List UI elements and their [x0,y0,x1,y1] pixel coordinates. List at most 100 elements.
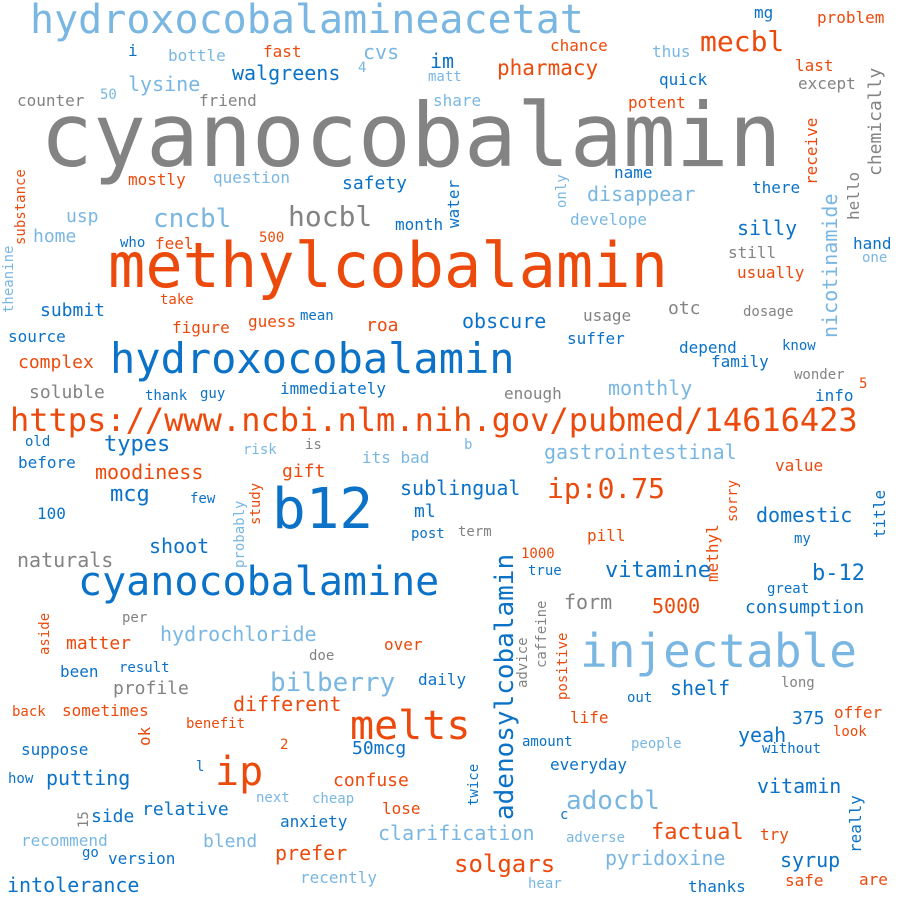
word-vitamin: vitamin [757,774,842,798]
word-its-bad: its bad [362,448,430,467]
word-factual: factual [651,820,744,845]
word-pill: pill [587,526,626,545]
word-hand: hand [853,234,892,253]
word-50mcg: 50mcg [352,738,407,759]
word-daily: daily [418,670,467,689]
word-ml: ml [414,501,436,522]
word-suppose: suppose [21,740,89,759]
word-relative: relative [142,799,229,820]
word-suffer: suffer [567,329,625,348]
word-methylcobalamin: methylcobalamin [108,229,668,302]
word-1000: 1000 [521,546,555,562]
word-intolerance: intolerance [7,873,140,897]
word-quick: quick [659,70,708,89]
word-title: title [870,489,889,538]
word-obscure: obscure [462,309,547,333]
word-hear: hear [528,876,562,892]
word-amount: amount [522,734,573,750]
word-per: per [122,610,148,626]
word-probably: probably [232,500,248,568]
word-100: 100 [37,504,66,523]
word-risk: risk [243,442,277,458]
word-look: look [833,724,867,740]
word-usp: usp [66,206,99,227]
word-really: really [846,795,865,853]
word-375: 375 [792,708,825,729]
word-chemically: chemically [865,67,886,176]
word-bottle: bottle [168,46,226,65]
word-next: next [256,790,290,806]
word-value: value [775,456,824,475]
word-c: c [560,807,569,823]
word-recently: recently [300,868,378,887]
word-develope: develope [570,210,648,229]
word-thanks: thanks [688,877,746,896]
word-cheap: cheap [312,791,355,807]
word-thus: thus [652,42,691,61]
word-back: back [12,704,46,720]
word-except: except [798,74,856,93]
word-version: version [108,849,176,868]
word-how: how [8,771,34,787]
word-usually: usually [737,263,805,282]
word-been: been [60,662,99,681]
word-advice: advice [515,637,531,688]
word-5: 5 [859,376,868,392]
word-form: form [564,590,613,614]
word-long: long [781,675,815,691]
word-side: side [91,806,135,827]
word-bilberry: bilberry [270,668,396,698]
word-shoot: shoot [149,534,210,558]
word-try: try [760,825,789,844]
word-ip: ip [215,749,264,795]
word-study: study [248,482,264,525]
word-usage: usage [583,306,632,325]
word-mean: mean [300,308,334,324]
word-immediately: immediately [280,379,386,398]
word-result: result [119,660,170,676]
word-adocbl: adocbl [566,786,660,816]
word-profile: profile [113,678,189,699]
word-positive: positive [555,632,571,700]
word-is: is [305,437,322,453]
word-substance: substance [13,169,29,245]
word-500: 500 [259,230,285,246]
word-anxiety: anxiety [280,812,348,831]
word-fast: fast [263,42,302,61]
word-wonder: wonder [794,367,845,383]
word-before: before [18,453,76,472]
word-otc: otc [668,298,701,319]
word-hydrochloride: hydrochloride [160,622,317,646]
word-b-12: b-12 [812,561,865,586]
word-receive: receive [802,117,821,185]
word-clarification: clarification [378,821,535,845]
word-true: true [528,563,562,579]
word-people: people [631,736,682,752]
word-injectable: injectable [580,624,857,678]
word-safe: safe [785,871,824,890]
word-melts: melts [350,703,471,749]
word-question: question [213,168,291,187]
word-cncbl: cncbl [153,204,232,234]
word-term: term [458,524,492,540]
word-domestic: domestic [756,503,853,527]
word-water: water [444,179,463,228]
word-thank: thank [145,388,188,404]
word-safety: safety [342,173,408,194]
word-5000: 5000 [652,594,701,618]
word-twice: twice [466,763,482,806]
word-adverse: adverse [566,830,626,846]
word-different: different [233,692,342,716]
word-yeah: yeah [738,723,787,747]
word-b12: b12 [272,477,374,542]
word-50: 50 [100,87,117,103]
word-mostly: mostly [128,170,186,189]
word-hocbl: hocbl [288,200,373,233]
word-matt: matt [428,69,462,85]
word-last: last [795,56,834,75]
word-only: only [554,174,570,208]
word-great: great [767,581,810,597]
word-shelf: shelf [670,676,731,700]
word-moodiness: moodiness [95,460,204,484]
word-disappear: disappear [587,182,696,206]
